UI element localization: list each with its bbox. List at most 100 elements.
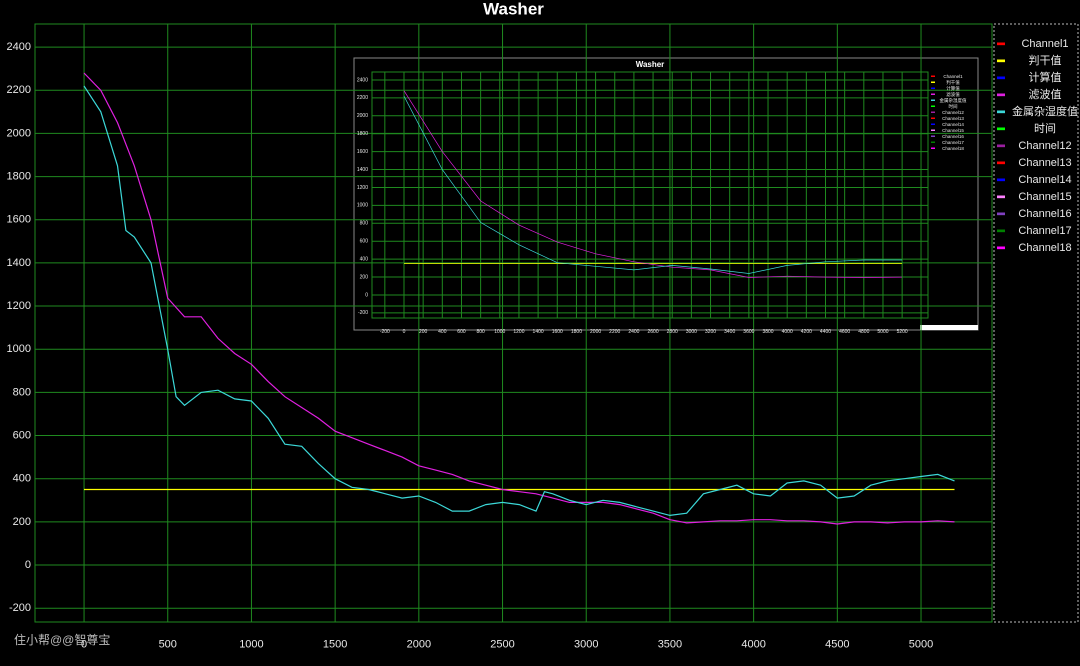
- x-tick-label: 3500: [658, 638, 682, 650]
- legend-label: 时间: [1034, 122, 1056, 135]
- x-tick-label: 1000: [494, 329, 505, 335]
- x-tick-label: 400: [438, 329, 447, 335]
- legend-swatch: [997, 195, 1005, 199]
- x-tick-label: 1800: [571, 329, 582, 335]
- legend-swatch: [997, 144, 1005, 148]
- legend-box: [993, 23, 1079, 623]
- x-tick-label: 2000: [590, 329, 601, 335]
- legend-label: Channel12: [1018, 140, 1071, 152]
- x-tick-label: 2200: [609, 329, 620, 335]
- x-tick-label: 4400: [820, 329, 831, 335]
- y-tick-label: 2000: [357, 113, 368, 119]
- x-tick-label: 5200: [897, 329, 908, 335]
- legend-label: Channel15: [942, 128, 964, 133]
- x-tick-label: 4500: [825, 638, 849, 650]
- legend-label: 时间: [949, 103, 958, 110]
- legend-swatch: [931, 99, 935, 101]
- y-tick-label: 800: [13, 386, 31, 398]
- x-tick-label: 3000: [574, 638, 598, 650]
- x-tick-label: 3000: [686, 329, 697, 335]
- x-tick-label: 3200: [705, 329, 716, 335]
- x-tick-label: 5000: [909, 638, 933, 650]
- y-tick-label: 1600: [7, 214, 31, 226]
- y-tick-label: 1000: [357, 203, 368, 209]
- legend-label: 滤波值: [946, 91, 960, 98]
- legend-swatch: [931, 147, 935, 149]
- y-tick-label: 2200: [7, 84, 31, 96]
- legend-swatch: [997, 76, 1005, 80]
- x-tick-label: 2400: [628, 329, 639, 335]
- x-tick-label: 4000: [741, 638, 765, 650]
- y-tick-label: 1600: [357, 149, 368, 155]
- x-tick-label: 0: [81, 638, 87, 650]
- legend-swatch: [997, 93, 1005, 97]
- legend-label: 计算值: [1029, 70, 1062, 84]
- x-tick-label: 4200: [801, 329, 812, 335]
- x-tick-label: 2800: [667, 329, 678, 335]
- legend-label: 滤波值: [1029, 88, 1062, 101]
- legend-swatch: [931, 81, 935, 83]
- legend-swatch: [997, 59, 1005, 63]
- x-tick-label: 1400: [533, 329, 544, 335]
- x-tick-label: 2000: [407, 638, 431, 650]
- inset-edge: [920, 325, 978, 330]
- x-tick-label: 3600: [743, 329, 754, 335]
- legend-label: 计算值: [946, 85, 960, 92]
- legend-swatch: [931, 105, 935, 107]
- legend-swatch: [931, 141, 935, 143]
- legend-swatch: [931, 117, 935, 119]
- y-tick-label: 1200: [357, 185, 368, 191]
- plot-frame: [34, 23, 993, 623]
- legend-swatch: [931, 75, 935, 77]
- legend-swatch: [997, 127, 1005, 131]
- y-tick-label: 2200: [357, 95, 368, 101]
- y-tick-label: 1200: [7, 300, 31, 312]
- y-tick-label: 200: [13, 516, 31, 528]
- y-tick-label: 1800: [357, 131, 368, 137]
- legend-swatch: [997, 42, 1005, 46]
- y-tick-label: -200: [358, 310, 368, 316]
- legend-label: Channel17: [1018, 225, 1071, 237]
- y-tick-label: 0: [25, 559, 31, 571]
- x-tick-label: -200: [380, 329, 390, 335]
- x-tick-label: 3400: [724, 329, 735, 335]
- y-tick-label: -200: [9, 602, 31, 614]
- legend-swatch: [997, 161, 1005, 165]
- x-tick-label: 4800: [858, 329, 869, 335]
- plot-frame: [371, 71, 929, 319]
- y-tick-label: 2000: [7, 127, 31, 139]
- watermark: 住小帮@@智尊宝: [14, 632, 110, 647]
- x-tick-label: 0: [403, 329, 406, 335]
- x-tick-label: 600: [457, 329, 466, 335]
- legend-label: Channel14: [942, 122, 964, 127]
- data-line: [83, 72, 955, 525]
- legend-label: Channel13: [942, 116, 964, 121]
- y-tick-label: 1000: [7, 343, 31, 355]
- y-tick-label: 1400: [357, 167, 368, 173]
- x-tick-label: 800: [476, 329, 485, 335]
- x-tick-label: 1000: [239, 638, 263, 650]
- legend-swatch: [931, 111, 935, 113]
- data-line: [83, 85, 955, 517]
- legend-swatch: [997, 229, 1005, 233]
- x-tick-label: 1600: [552, 329, 563, 335]
- x-tick-label: 200: [419, 329, 428, 335]
- data-line: [403, 90, 903, 278]
- y-tick-label: 1400: [7, 257, 31, 269]
- legend-swatch: [997, 110, 1005, 114]
- x-tick-label: 2500: [490, 638, 514, 650]
- legend-swatch: [931, 135, 935, 137]
- legend-swatch: [997, 212, 1005, 216]
- y-tick-label: 400: [360, 256, 369, 262]
- x-tick-label: 4000: [782, 329, 793, 335]
- y-tick-label: 600: [360, 239, 369, 245]
- legend-label: 判干值: [946, 79, 960, 86]
- legend-label: 判干值: [1029, 54, 1062, 67]
- legend-swatch: [997, 246, 1005, 250]
- legend-label: Channel16: [1018, 208, 1071, 220]
- legend-swatch: [931, 129, 935, 131]
- x-tick-label: 5000: [877, 329, 888, 335]
- x-tick-label: 3800: [762, 329, 773, 335]
- x-tick-label: 4600: [839, 329, 850, 335]
